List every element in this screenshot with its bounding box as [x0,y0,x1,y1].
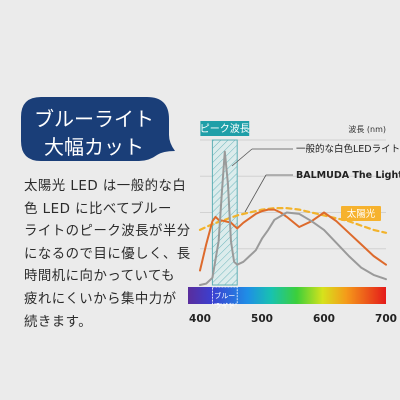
spectrum-blue-label: ライト [214,302,235,310]
peak-label-box [200,121,250,136]
headline-text: ブルーライト 大幅カット [19,105,169,161]
description-line: ライトのピーク波長が半分 [24,224,191,240]
description-text: 太陽光 LED は一般的な白 色 LED に比べてブルー ライトのピーク波長が半… [24,176,191,334]
description-line: 疲れにくいから集中力が [24,291,177,307]
x-tick-label: 400 [189,313,211,325]
legend-balmuda: BALMUDA The Light [296,170,400,181]
spectrum-blue-box [211,286,238,305]
series-line-1 [199,208,387,272]
description-line: 続きます。 [24,314,93,330]
headline-line-2: 大幅カット [44,135,144,159]
leader-line-balmuda [244,174,267,213]
legend-white-led: 一般的な白色LEDライト [296,143,400,155]
x-tick-label: 600 [313,313,335,325]
description-line: 色 LED に比べてブルー [24,201,172,217]
headline-bubble: ブルーライト 大幅カット [19,95,179,173]
leader-line-white-led [231,148,253,167]
description-line: になるので目に優しく、長 [24,246,191,262]
description-line: 時間机に向かっていても [24,269,176,285]
series-line-0 [199,150,387,286]
spectrum-blue-label: ブルー [214,291,235,300]
legend-solar: 太陽光 [347,208,376,220]
speech-bubble-shape [21,97,175,161]
x-tick-label: 500 [251,313,273,325]
x-tick-label: 700 [375,313,397,325]
x-axis-label: 波長 (nm) [348,124,386,134]
peak-label: ピーク波長 [200,122,250,135]
legend-solar-box [341,206,381,221]
headline-line-1: ブルーライト [34,107,154,131]
description-line: 太陽光 LED は一般的な白 [24,179,187,194]
